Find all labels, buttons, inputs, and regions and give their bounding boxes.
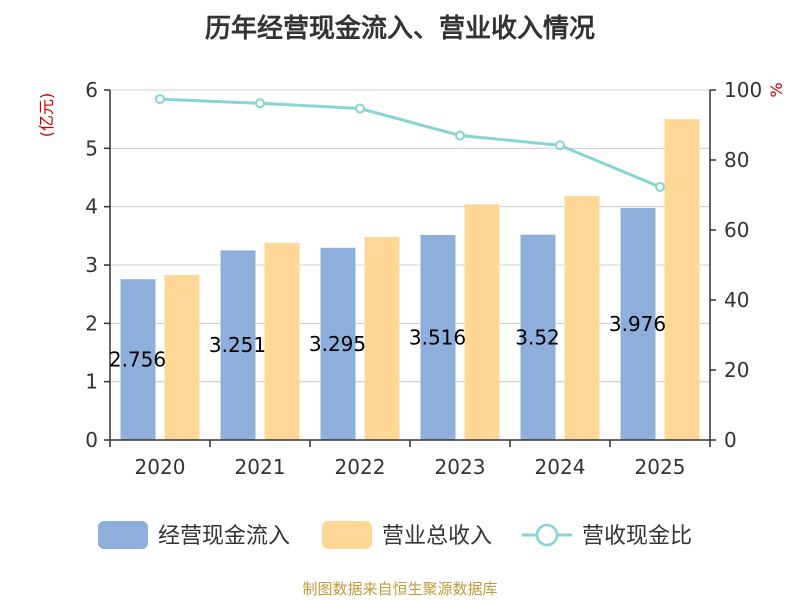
- y-right-tick-label: 60: [724, 218, 749, 242]
- x-tick-label: 2024: [535, 455, 586, 479]
- x-tick-label: 2025: [635, 455, 686, 479]
- bar-cash-inflow: [120, 279, 156, 440]
- y-axis-right-label: %: [767, 82, 786, 97]
- chart-title: 历年经营现金流入、营业收入情况: [204, 14, 595, 44]
- bar-revenue: [164, 274, 200, 440]
- y-axis-left-label: (亿元): [37, 93, 56, 138]
- bar-revenue: [564, 196, 600, 440]
- bar-revenue: [364, 237, 400, 440]
- bar-revenue: [464, 204, 500, 440]
- point-cash-revenue-ratio: [555, 140, 565, 151]
- bar-revenue: [664, 119, 700, 441]
- point-cash-revenue-ratio: [355, 103, 365, 114]
- x-tick-label: 2023: [435, 455, 486, 479]
- bar-cash-inflow: [620, 208, 656, 440]
- legend-label: 营收现金比: [582, 524, 692, 549]
- data-label-cash-inflow: 3.52: [515, 325, 560, 349]
- y-right-tick-label: 80: [724, 148, 749, 172]
- bars-layer: [120, 119, 700, 441]
- y-right-tick-label: 0: [724, 428, 737, 452]
- grid-layer: [110, 89, 710, 383]
- point-cash-revenue-ratio: [455, 130, 465, 141]
- data-label-cash-inflow: 3.295: [309, 332, 366, 356]
- y-left-tick-label: 3: [85, 253, 98, 277]
- y-left-tick-label: 5: [85, 136, 98, 160]
- point-cash-revenue-ratio: [255, 98, 265, 109]
- y-right-tick-label: 20: [724, 358, 749, 382]
- y-left-tick-label: 6: [85, 78, 98, 102]
- legend-swatch-revenue: [322, 521, 372, 549]
- point-cash-revenue-ratio: [655, 181, 665, 192]
- source-note: 制图数据来自恒生聚源数据库: [302, 580, 498, 598]
- data-label-cash-inflow: 3.976: [609, 312, 666, 336]
- data-label-cash-inflow: 3.516: [409, 325, 466, 349]
- data-label-cash-inflow: 2.756: [109, 348, 166, 372]
- line-layer: [155, 94, 665, 192]
- legend-marker-ratio: [535, 523, 559, 547]
- y-right-tick-label: 40: [724, 288, 749, 312]
- legend-label: 经营现金流入: [158, 524, 290, 549]
- y-left-tick-label: 0: [85, 428, 98, 452]
- bar-cash-inflow: [520, 234, 556, 440]
- x-tick-label: 2020: [135, 455, 186, 479]
- labels-layer: 2.756 3.251 3.295 3.516 3.52 3.976: [109, 312, 666, 372]
- legend-label: 营业总收入: [382, 524, 492, 549]
- point-cash-revenue-ratio: [155, 94, 165, 105]
- bar-cash-inflow: [320, 247, 356, 440]
- y-left-tick-label: 4: [85, 195, 98, 219]
- bar-cash-inflow: [220, 250, 256, 440]
- y-right-tick-label: 100: [724, 78, 762, 102]
- y-left-tick-label: 2: [85, 311, 98, 335]
- bar-cash-inflow: [420, 234, 456, 440]
- legend: 经营现金流入 营业总收入 营收现金比: [98, 521, 692, 549]
- data-label-cash-inflow: 3.251: [209, 333, 266, 357]
- x-tick-label: 2021: [235, 455, 286, 479]
- y-left-tick-label: 1: [85, 370, 98, 394]
- legend-swatch-cash-inflow: [98, 521, 148, 549]
- line-cash-revenue-ratio: [159, 97, 661, 189]
- bar-revenue: [264, 242, 300, 440]
- x-tick-label: 2022: [335, 455, 386, 479]
